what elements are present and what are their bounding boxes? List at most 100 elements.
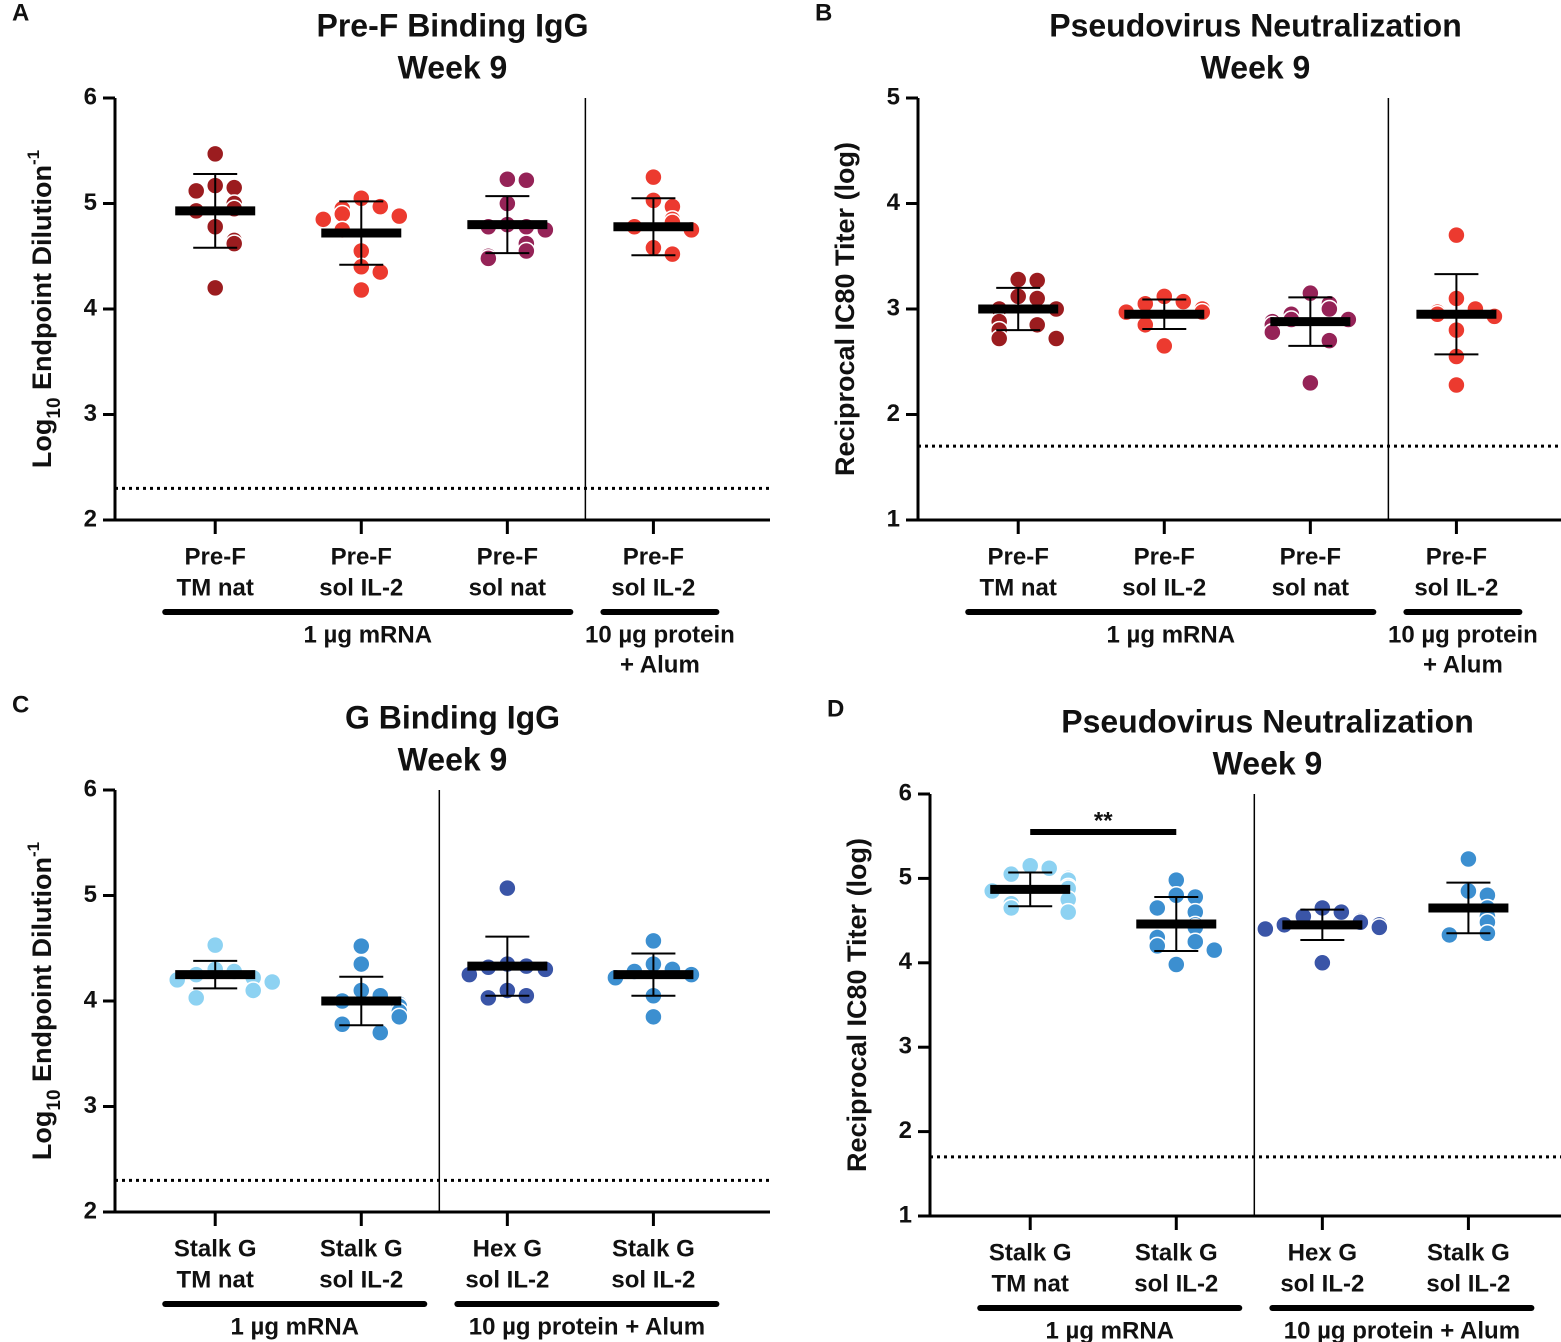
- x-tick-label: Pre-F: [477, 543, 538, 570]
- y-tick-label: 2: [887, 400, 900, 427]
- data-point: [1313, 953, 1332, 973]
- data-point: [1148, 898, 1167, 918]
- y-tick-label: 4: [84, 294, 98, 321]
- x-tick-label: Stalk G: [989, 1239, 1072, 1266]
- x-tick-label: TM nat: [177, 574, 254, 601]
- x-tick-label: Pre-F: [185, 543, 246, 570]
- y-axis-label-part: Endpoint Dilution: [27, 857, 57, 1089]
- y-axis-label: Log10 Endpoint Dilution-1: [24, 150, 65, 468]
- data-point: [1263, 322, 1282, 342]
- chart-subtitle: Week 9: [398, 49, 508, 85]
- data-point: [352, 280, 371, 300]
- data-point: [1440, 925, 1459, 945]
- x-tick-label: Pre-F: [1426, 543, 1487, 570]
- data-point: [1001, 898, 1021, 918]
- x-tick-label: Stalk G: [1135, 1239, 1218, 1266]
- y-axis-label: Log10 Endpoint Dilution-1: [24, 842, 65, 1160]
- chart-subtitle: Week 9: [1213, 745, 1323, 781]
- data-point: [1046, 329, 1066, 348]
- y-tick-label: 1: [899, 1201, 912, 1228]
- data-point: [352, 954, 371, 974]
- data-point: [205, 935, 225, 955]
- y-tick-label: 3: [899, 1033, 912, 1060]
- x-tick-label: Stalk G: [320, 1235, 403, 1262]
- data-point: [224, 178, 244, 197]
- data-point: [1256, 919, 1275, 939]
- data-point: [1136, 315, 1155, 335]
- data-point: [1058, 902, 1078, 922]
- group-label: + Alum: [1423, 651, 1503, 678]
- data-point: [205, 278, 225, 298]
- data-point: [1370, 918, 1389, 937]
- data-point: [644, 167, 663, 187]
- y-tick-label: 4: [84, 986, 98, 1013]
- x-tick-label: Hex G: [473, 1235, 542, 1262]
- x-tick-label: Pre-F: [988, 543, 1049, 570]
- group-label: 10 µg protein: [585, 621, 735, 648]
- data-point: [1027, 271, 1047, 290]
- data-point: [1155, 336, 1174, 356]
- data-point: [371, 262, 390, 282]
- data-point: [517, 171, 536, 190]
- significance-label: **: [1094, 807, 1113, 834]
- y-tick-label: 2: [84, 505, 97, 532]
- data-point: [479, 249, 498, 268]
- data-point: [186, 988, 206, 1008]
- x-tick-label: Stalk G: [174, 1235, 257, 1262]
- chart-panel: A Pre-F Binding IgG Week 9 Log10 Endpoint D…: [12, 0, 770, 678]
- chart-title: Pre-F Binding IgG: [317, 7, 589, 43]
- data-point: [1459, 849, 1478, 869]
- data-point: [333, 1014, 352, 1034]
- panel-label: D: [827, 695, 844, 722]
- group-label: + Alum: [620, 651, 700, 678]
- data-point: [644, 931, 663, 951]
- y-tick-label: 3: [887, 294, 900, 321]
- data-point: [390, 206, 409, 226]
- y-axis-label-part: -1: [24, 150, 43, 165]
- y-tick-label: 6: [84, 83, 97, 110]
- x-tick-label: sol nat: [1272, 574, 1349, 601]
- x-tick-label: Hex G: [1288, 1239, 1357, 1266]
- data-point: [186, 181, 206, 201]
- y-tick-label: 6: [84, 775, 97, 802]
- data-point: [333, 204, 352, 224]
- data-point: [371, 197, 390, 216]
- x-tick-label: sol IL-2: [319, 574, 403, 601]
- data-point: [498, 878, 517, 898]
- data-point: [989, 329, 1009, 348]
- data-point: [1205, 940, 1224, 960]
- data-point: [1320, 331, 1339, 350]
- y-axis-label: Reciprocal IC80 Titer (log): [830, 142, 860, 476]
- data-point: [1174, 292, 1193, 311]
- group-label: 1 µg mRNA: [304, 621, 433, 648]
- data-point: [1039, 859, 1059, 878]
- panel-label: C: [12, 691, 29, 718]
- group-label: 10 µg protein: [1388, 621, 1538, 648]
- data-point: [1186, 932, 1205, 951]
- y-tick-label: 3: [84, 1092, 97, 1119]
- y-axis-label-part: Endpoint Dilution: [27, 165, 57, 397]
- data-point: [352, 936, 371, 956]
- data-point: [644, 1007, 663, 1027]
- x-tick-label: sol IL-2: [465, 1266, 549, 1293]
- group-label: 1 µg mRNA: [1107, 621, 1236, 648]
- chart-title: Pseudovirus Neutralization: [1049, 7, 1462, 43]
- data-point: [498, 169, 517, 189]
- chart-panel: C G Binding IgG Week 9 Log10 Endpoint Dilut…: [12, 691, 770, 1340]
- data-point: [1027, 289, 1047, 308]
- y-axis-label-part: 10: [44, 1089, 65, 1110]
- x-tick-label: sol IL-2: [611, 574, 695, 601]
- data-point: [1447, 375, 1466, 395]
- y-tick-label: 2: [84, 1197, 97, 1224]
- data-point: [1008, 270, 1028, 289]
- x-tick-label: sol IL-2: [1414, 574, 1498, 601]
- x-tick-label: sol IL-2: [611, 1266, 695, 1293]
- y-tick-label: 1: [887, 505, 900, 532]
- x-tick-label: Pre-F: [623, 543, 684, 570]
- x-tick-label: Pre-F: [1280, 543, 1341, 570]
- data-point: [1167, 955, 1186, 974]
- group-label: 1 µg mRNA: [230, 1313, 359, 1340]
- data-point: [224, 234, 244, 253]
- x-tick-label: sol IL-2: [1122, 574, 1206, 601]
